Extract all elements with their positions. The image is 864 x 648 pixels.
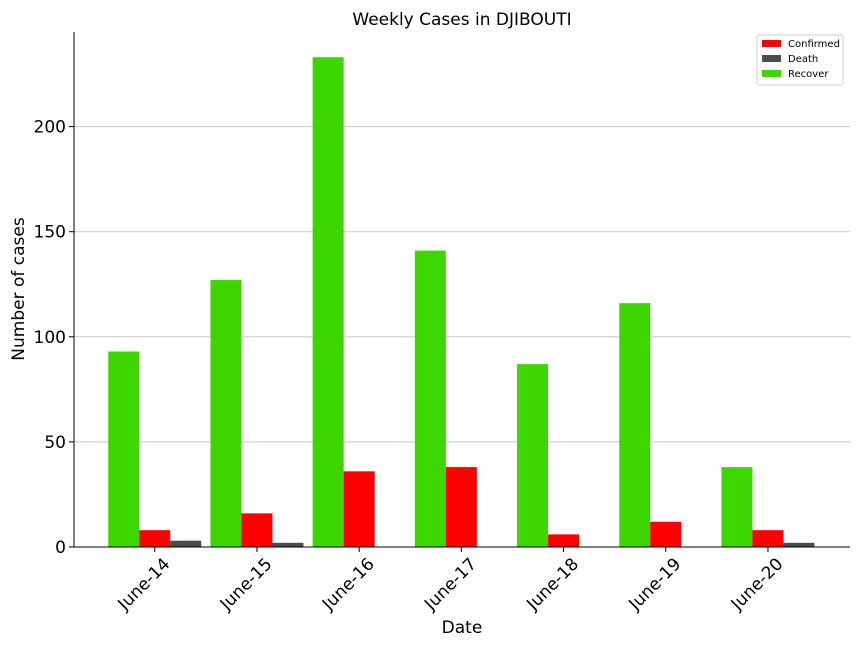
legend-label-death: Death [788,54,818,65]
legend-swatch-death [762,55,781,62]
grid-lines [74,126,850,443]
bar-confirmed-june-15 [241,513,273,547]
bar-confirmed-june-20 [752,530,784,547]
bar-death-june-20 [783,542,815,547]
bar-confirmed-june-16 [343,471,375,547]
x-tick-label: June-19 [625,554,686,615]
bar-confirmed-june-17 [445,467,477,547]
axes [73,32,850,548]
chart-title: Weekly Cases in DJIBOUTI [352,10,571,30]
bar-death-june-14 [170,540,202,547]
bar-recover-june-16 [312,57,344,548]
x-tick-label: June-14 [114,554,175,615]
y-tick-label: 50 [44,433,66,453]
x-tick-label: June-20 [727,554,788,615]
x-tick-label: June-17 [420,554,481,615]
bar-confirmed-june-19 [650,521,682,547]
x-tick-label: June-16 [318,554,379,615]
bar-confirmed-june-14 [139,530,171,547]
bars [108,57,815,548]
bar-recover-june-14 [108,351,140,547]
bar-recover-june-17 [414,250,446,547]
x-ticks: June-14 June-15 June-16 June-17 June-18 June-… [114,547,788,615]
legend-swatch-recover [762,70,781,77]
x-axis-label: Date [442,618,483,638]
y-tick-label: 100 [34,328,66,348]
legend-label-recover: Recover [788,69,829,80]
bar-recover-june-15 [210,280,242,547]
legend-label-confirmed: Confirmed [788,39,840,50]
legend: Confirmed Death Recover [756,34,844,86]
bar-recover-june-18 [517,364,549,547]
bar-recover-june-19 [619,303,651,547]
y-tick-label: 200 [34,118,66,138]
y-tick-label: 0 [55,538,66,558]
y-ticks: 0 50 100 150 200 [34,118,74,558]
bar-recover-june-20 [721,467,753,547]
legend-swatch-confirmed [762,40,781,47]
bar-death-june-15 [272,542,304,547]
x-tick-label: June-15 [216,554,277,615]
y-tick-label: 150 [34,223,66,243]
x-tick-label: June-18 [522,554,583,615]
y-axis-label: Number of cases [9,217,29,361]
bar-confirmed-june-18 [548,534,580,547]
